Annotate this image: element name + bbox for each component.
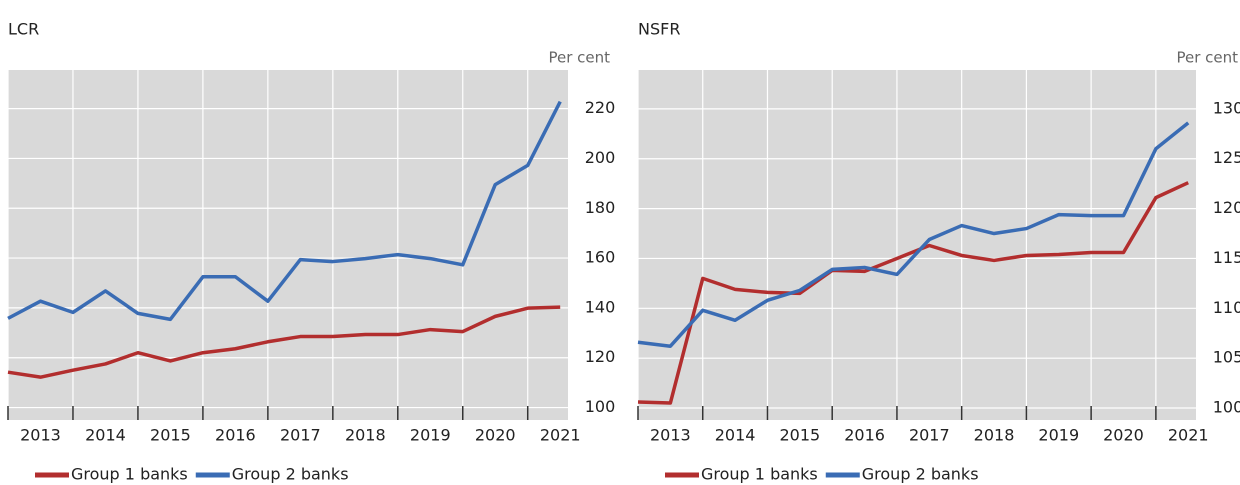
x-tick-label: 2013: [650, 426, 691, 445]
y-tick-label: 200: [585, 148, 616, 167]
y-tick-label: 110: [1213, 298, 1240, 317]
x-tick-label: 2021: [1168, 426, 1209, 445]
x-tick-label: 2014: [85, 426, 126, 445]
x-tick-label: 2019: [410, 426, 451, 445]
y-tick-label: 100: [585, 397, 616, 416]
data-line: [637, 121, 1190, 348]
data-line: [7, 305, 561, 379]
x-tick-label: 2015: [150, 426, 191, 445]
x-tick-label: 2016: [215, 426, 256, 445]
legend-label: Group 2 banks: [232, 465, 349, 484]
x-tick-label: 2018: [974, 426, 1015, 445]
x-tick-label: 2017: [909, 426, 950, 445]
data-line: [637, 181, 1189, 405]
x-tick-label: 2018: [345, 426, 386, 445]
y-tick-label: 130: [1213, 98, 1240, 117]
chart-title: LCR: [8, 20, 39, 39]
y-tick-label: 120: [1213, 198, 1240, 217]
x-tick-label: 2020: [475, 426, 516, 445]
x-tick-label: 2016: [844, 426, 885, 445]
x-tick-label: 2020: [1103, 426, 1144, 445]
y-tick-label: 115: [1213, 248, 1240, 267]
y-tick-label: 100: [1213, 398, 1240, 417]
y-tick-label: 160: [585, 248, 616, 267]
legend-label: Group 1 banks: [71, 465, 188, 484]
x-tick-label: 2017: [280, 426, 321, 445]
y-tick-label: 125: [1213, 148, 1240, 167]
y-tick-label: 120: [585, 347, 616, 366]
y-axis-unit: Per cent: [548, 49, 610, 67]
data-line: [7, 100, 562, 322]
legend-label: Group 2 banks: [862, 465, 979, 484]
y-tick-label: 220: [585, 98, 616, 117]
x-tick-label: 2013: [20, 426, 61, 445]
y-axis-unit: Per cent: [1176, 49, 1238, 67]
plot-area: [638, 70, 1196, 420]
plot-area: [8, 70, 568, 420]
x-tick-label: 2019: [1038, 426, 1079, 445]
x-tick-label: 2021: [540, 426, 581, 445]
chart-title: NSFR: [638, 20, 680, 39]
y-tick-label: 140: [585, 297, 616, 316]
x-tick-label: 2014: [715, 426, 756, 445]
x-tick-label: 2015: [779, 426, 820, 445]
y-tick-label: 180: [585, 198, 616, 217]
y-tick-label: 105: [1213, 348, 1240, 367]
legend-label: Group 1 banks: [701, 465, 818, 484]
